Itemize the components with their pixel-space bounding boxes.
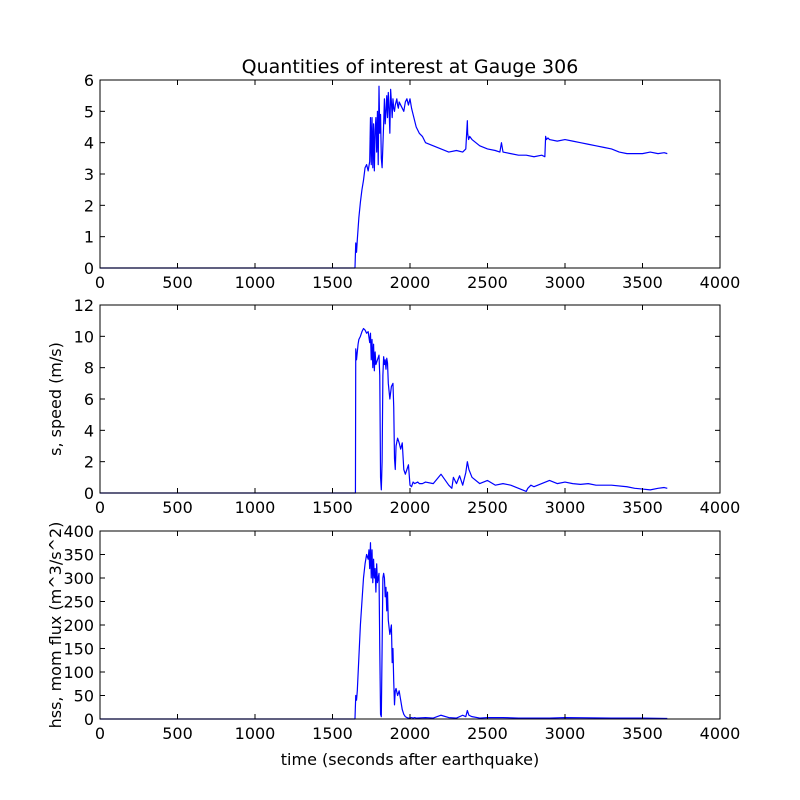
speed-axes-frame	[99, 304, 721, 494]
flux-x-tick-label: 1000	[235, 724, 276, 743]
flux-x-tick-label: 1500	[312, 724, 353, 743]
speed-x-tick-label: 3500	[622, 498, 663, 517]
speed-x-tick-label: 500	[162, 498, 193, 517]
speed-y-tick-label: 8	[84, 359, 94, 378]
flux-axes-frame	[99, 530, 721, 720]
speed-x-tick-label: 0	[95, 498, 105, 517]
x-axis-label: time (seconds after earthquake)	[281, 750, 539, 769]
depth-x-tick-label: 1000	[235, 273, 276, 292]
depth-y-tick-label: 5	[84, 102, 94, 121]
depth-x-tick-label: 3000	[545, 273, 586, 292]
flux-series-line	[100, 542, 668, 720]
speed-x-tick-label: 1500	[312, 498, 353, 517]
flux-y-tick-label: 100	[63, 663, 94, 682]
flux-y-axis-label: hss, mom flux (m^3/s^2)	[46, 522, 65, 729]
flux-x-tick-label: 2500	[467, 724, 508, 743]
speed-y-tick-label: 4	[84, 421, 94, 440]
speed-y-tick-label: 10	[74, 327, 94, 346]
depth-y-tick-label: 1	[84, 228, 94, 247]
speed-x-tick-label: 3000	[545, 498, 586, 517]
panel-momentum-flux: 0 500 1000 1500 2000 2500 3000 3500 400005010015…	[46, 522, 740, 743]
speed-x-tick-label: 2000	[390, 498, 431, 517]
depth-x-tick-label: 2000	[390, 273, 431, 292]
depth-x-tick-label: 1500	[312, 273, 353, 292]
flux-x-tick-label: 3000	[545, 724, 586, 743]
speed-series-line	[100, 327, 668, 494]
speed-x-tick-label: 4000	[700, 498, 741, 517]
chart-title: Quantities of interest at Gauge 306	[242, 56, 579, 78]
flux-y-tick-label: 200	[63, 616, 94, 635]
flux-x-tick-label: 2000	[390, 724, 431, 743]
depth-x-tick-label: 3500	[622, 273, 663, 292]
flux-y-tick-label: 0	[84, 710, 94, 729]
depth-x-tick-label: 0	[95, 273, 105, 292]
depth-x-tick-label: 4000	[700, 273, 741, 292]
depth-y-tick-label: 0	[84, 259, 94, 278]
depth-y-tick-label: 6	[84, 71, 94, 90]
panel-water-depth: 0 500 1000 1500 2000 2500 3000 3500 4000 0 1 2 3 4 5 6	[84, 71, 741, 292]
speed-y-tick-label: 6	[84, 390, 94, 409]
speed-y-tick-label: 2	[84, 453, 94, 472]
depth-y-tick-label: 2	[84, 196, 94, 215]
flux-y-tick-label: 250	[63, 593, 94, 612]
depth-y-tick-label: 4	[84, 134, 94, 153]
speed-x-tick-label: 1000	[235, 498, 276, 517]
depth-x-tick-label: 2500	[467, 273, 508, 292]
flux-x-tick-label: 500	[162, 724, 193, 743]
depth-series-line	[100, 85, 668, 269]
flux-y-tick-label: 50	[74, 687, 94, 706]
panel-speed: 0 500 1000 1500 2000 2500 3000 3500 4000 0 2 4 6 8 10 1…	[46, 296, 740, 517]
flux-y-tick-label: 300	[63, 569, 94, 588]
speed-y-tick-label: 0	[84, 484, 94, 503]
speed-y-axis-label: s, speed (m/s)	[46, 342, 65, 456]
flux-y-tick-label: 350	[63, 546, 94, 565]
depth-x-tick-label: 500	[162, 273, 193, 292]
speed-y-tick-label: 12	[74, 296, 94, 315]
depth-axes-frame	[99, 79, 721, 269]
flux-y-tick-label: 400	[63, 522, 94, 541]
flux-y-tick-label: 150	[63, 640, 94, 659]
flux-x-tick-label: 4000	[700, 724, 741, 743]
flux-x-tick-label: 3500	[622, 724, 663, 743]
depth-y-tick-label: 3	[84, 165, 94, 184]
flux-x-tick-label: 0	[95, 724, 105, 743]
speed-x-tick-label: 2500	[467, 498, 508, 517]
